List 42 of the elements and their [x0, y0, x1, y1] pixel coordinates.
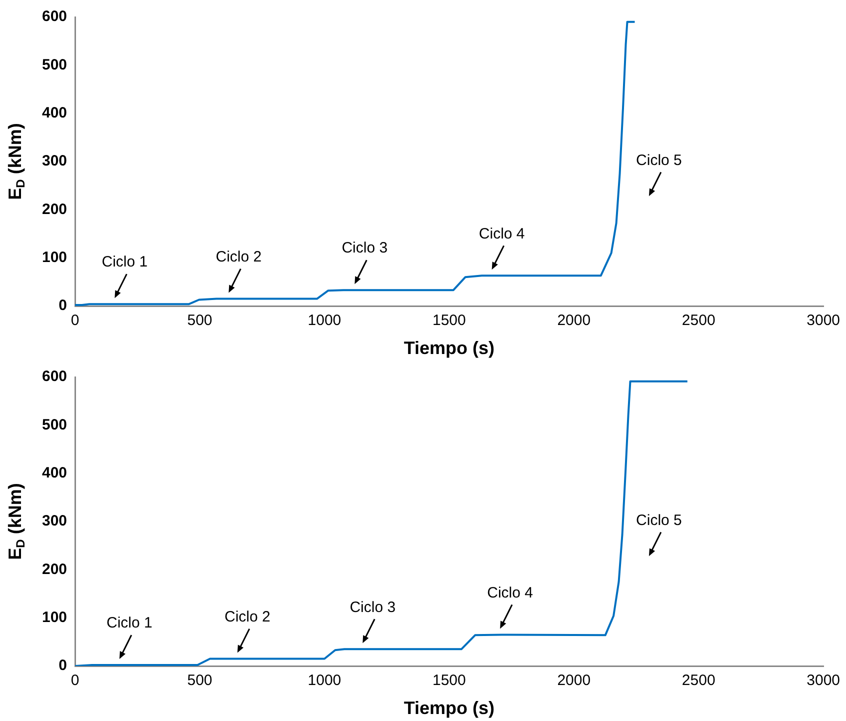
y-tick-label: 200 [42, 560, 68, 578]
x-tick-label: 500 [187, 672, 212, 690]
y-tick-label: 300 [42, 152, 68, 170]
x-tick-label: 0 [70, 672, 80, 690]
annotation: Ciclo 3 [350, 598, 396, 616]
annotation: Ciclo 1 [102, 254, 148, 271]
x-tick-label: 1500 [432, 672, 466, 690]
annotation: Ciclo 5 [636, 512, 682, 529]
y-tick-label: 100 [42, 608, 68, 626]
x-axis-title: Tiempo (s) [404, 338, 495, 358]
annotation: Ciclo 4 [487, 584, 533, 602]
x-tick-label: 1000 [308, 312, 342, 330]
annotation: Ciclo 3 [342, 240, 388, 257]
x-tick-label: 0 [70, 312, 80, 330]
x-tick-label: 1500 [432, 312, 466, 330]
x-tick-label: 1000 [308, 672, 342, 690]
x-tick-label: 2500 [682, 672, 716, 690]
y-tick-label: 200 [42, 200, 68, 218]
annotation: Ciclo 1 [106, 614, 152, 632]
x-tick-label: 3000 [806, 672, 840, 690]
y-tick-label: 500 [42, 416, 68, 434]
annotation: Ciclo 2 [224, 608, 270, 626]
y-tick-label: 600 [42, 8, 68, 26]
y-tick-label: 300 [42, 512, 68, 530]
x-tick-label: 3000 [806, 312, 840, 330]
x-tick-label: 2000 [557, 672, 591, 690]
y-tick-label: 500 [42, 56, 68, 74]
y-tick-label: 400 [42, 464, 68, 482]
y-tick-label: 400 [42, 104, 68, 122]
y-tick-label: 0 [58, 297, 68, 314]
annotation: Ciclo 5 [636, 152, 682, 169]
y-tick-label: 0 [58, 657, 68, 674]
x-tick-label: 2000 [557, 312, 591, 330]
x-axis-title: Tiempo (s) [404, 698, 495, 718]
annotation: Ciclo 2 [216, 248, 262, 266]
annotation: Ciclo 4 [478, 225, 525, 242]
y-tick-label: 100 [42, 248, 68, 266]
x-tick-label: 500 [187, 312, 212, 330]
x-tick-label: 2500 [682, 312, 716, 330]
y-tick-label: 600 [42, 368, 68, 386]
y-axis-title: ED (kNm) [4, 483, 28, 560]
y-axis-title: ED (kNm) [4, 123, 28, 200]
